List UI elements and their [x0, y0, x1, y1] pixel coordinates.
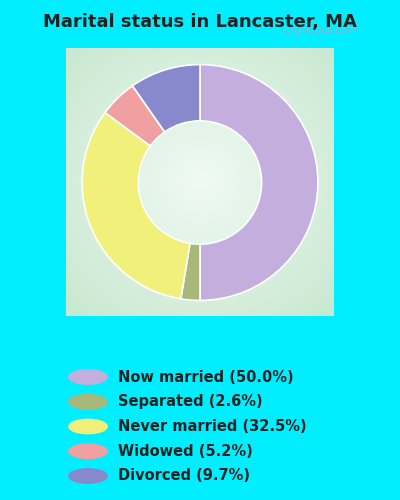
Text: Never married (32.5%): Never married (32.5%)	[118, 419, 307, 434]
Text: Marital status in Lancaster, MA: Marital status in Lancaster, MA	[43, 12, 357, 30]
Circle shape	[69, 469, 107, 483]
Text: Widowed (5.2%): Widowed (5.2%)	[118, 444, 253, 459]
Circle shape	[69, 394, 107, 409]
Wedge shape	[181, 244, 200, 300]
Wedge shape	[132, 64, 200, 132]
Wedge shape	[105, 86, 165, 146]
Text: Separated (2.6%): Separated (2.6%)	[118, 394, 263, 409]
Text: Divorced (9.7%): Divorced (9.7%)	[118, 468, 250, 483]
Circle shape	[69, 370, 107, 384]
Wedge shape	[82, 112, 190, 299]
Circle shape	[69, 444, 107, 458]
Circle shape	[69, 420, 107, 434]
Text: Now married (50.0%): Now married (50.0%)	[118, 370, 294, 384]
Wedge shape	[200, 64, 318, 300]
Text: City-Data.com: City-Data.com	[283, 25, 358, 35]
